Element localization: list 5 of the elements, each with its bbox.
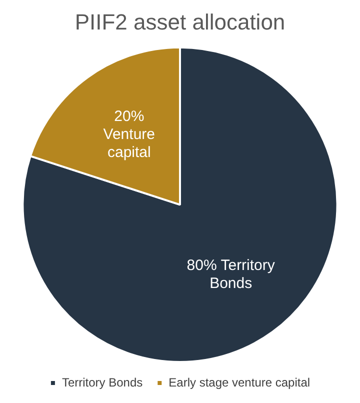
chart-title: PIIF2 asset allocation [74, 9, 286, 34]
data-label: 20% Venture capital [103, 108, 156, 161]
data-label: 80% Territory Bonds [186, 256, 276, 292]
legend-label: Early stage venture capital [168, 375, 310, 390]
legend-label: Territory Bonds [62, 375, 143, 390]
